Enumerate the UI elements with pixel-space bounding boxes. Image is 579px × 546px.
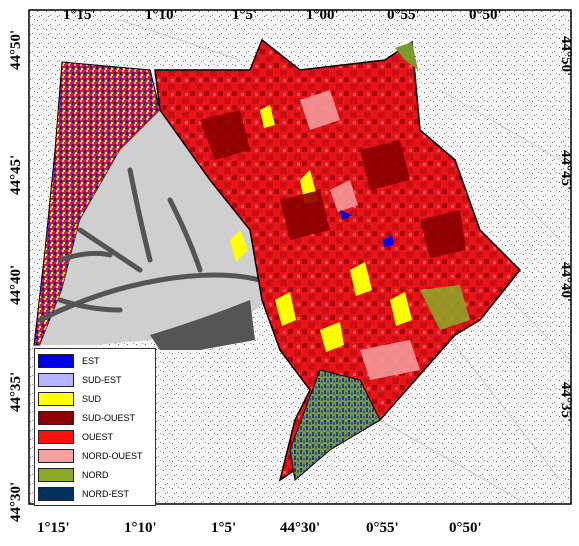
legend-item-est: EST: [38, 353, 154, 369]
legend-item-nord: NORD: [38, 467, 154, 483]
legend-swatch: [38, 411, 74, 425]
bottom-tick-3: 44°30': [280, 520, 321, 536]
legend-label: SUD: [82, 394, 102, 404]
bottom-tick-2: 1°5': [211, 520, 237, 536]
top-tick-5: 0°50': [469, 7, 502, 23]
legend-swatch: [38, 430, 74, 444]
right-tick-0: 44°50': [558, 36, 574, 77]
right-tick-1: 44°45': [558, 150, 574, 191]
legend-label: SUD-EST: [82, 375, 122, 385]
legend-label: NORD-EST: [82, 489, 129, 499]
legend-label: SUD-OUEST: [82, 413, 136, 423]
top-tick-0: 1°15': [63, 7, 96, 23]
legend-swatch: [38, 392, 74, 406]
legend-label: NORD-OUEST: [82, 451, 143, 461]
legend-label: OUEST: [82, 432, 114, 442]
legend-item-sud-est: SUD-EST: [38, 372, 154, 388]
bottom-tick-4: 0°55': [366, 520, 399, 536]
legend-item-sud-ouest: SUD-OUEST: [38, 410, 154, 426]
bottom-tick-0: 1°15': [37, 520, 70, 536]
left-tick-1: 44°45': [8, 154, 24, 195]
top-tick-2: 1°5': [232, 7, 258, 23]
map-legend: EST SUD-EST SUD SUD-OUEST OUEST NORD-OUE…: [34, 348, 156, 506]
left-tick-4: 44°30': [8, 481, 24, 522]
legend-swatch: [38, 449, 74, 463]
top-tick-3: 1°00': [306, 7, 339, 23]
legend-item-sud: SUD: [38, 391, 154, 407]
bottom-tick-1: 1°10': [124, 520, 157, 536]
legend-label: NORD: [82, 470, 109, 480]
left-tick-0: 44°50': [8, 29, 24, 70]
left-tick-3: 44°35': [8, 371, 24, 412]
legend-label: EST: [82, 356, 100, 366]
bottom-tick-5: 0°50': [449, 520, 482, 536]
top-tick-4: 0°55': [387, 7, 420, 23]
right-tick-2: 44°40': [558, 262, 574, 303]
legend-swatch: [38, 487, 74, 501]
legend-swatch: [38, 468, 74, 482]
legend-item-ouest: OUEST: [38, 429, 154, 445]
legend-item-nord-ouest: NORD-OUEST: [38, 448, 154, 464]
legend-swatch: [38, 373, 74, 387]
left-tick-2: 44°40': [8, 264, 24, 305]
legend-swatch: [38, 354, 74, 368]
right-tick-3: 44°35': [558, 382, 574, 423]
top-tick-1: 1°10': [145, 7, 178, 23]
legend-item-nord-est: NORD-EST: [38, 486, 154, 502]
